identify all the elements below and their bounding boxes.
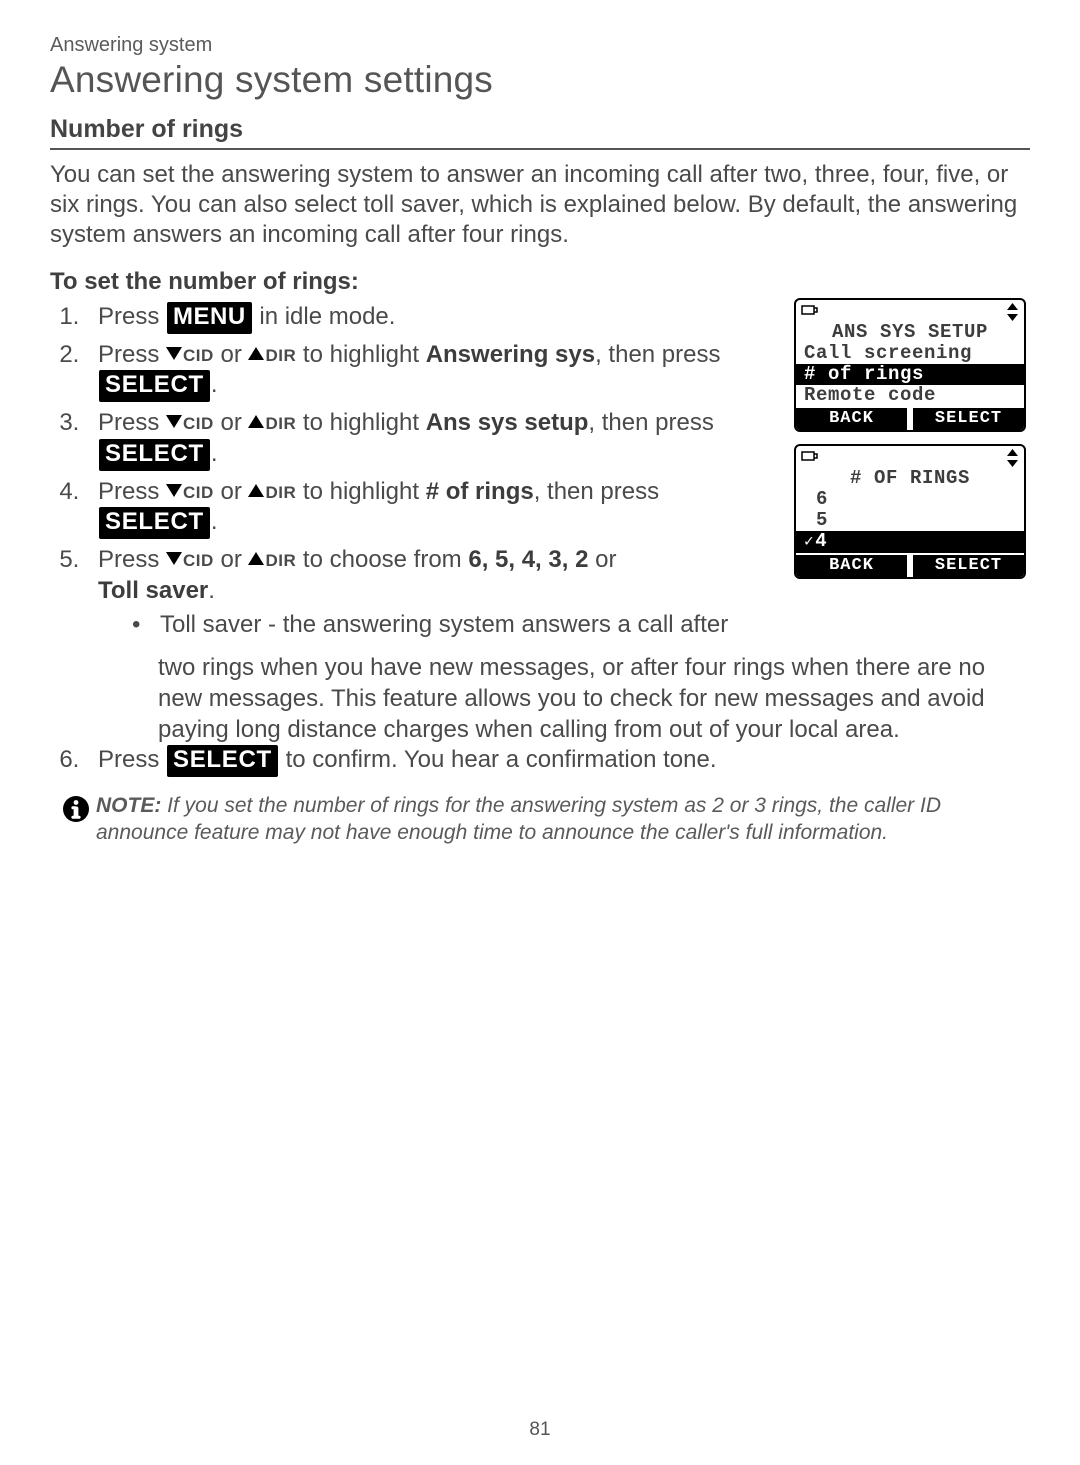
step-4-b: to highlight — [296, 478, 425, 505]
lcd1-row3: # of rings — [796, 364, 1024, 385]
toll-saver-rest: two rings when you have new messages, or… — [158, 653, 1030, 745]
cid-label: CID — [183, 414, 214, 433]
cid-label: CID — [183, 346, 214, 365]
step-5-mid: or — [214, 546, 249, 573]
battery-icon — [801, 303, 818, 317]
dir-label: DIR — [265, 551, 296, 570]
step-3-target: Ans sys setup — [426, 409, 589, 436]
step-2-target: Answering sys — [426, 341, 595, 368]
lcd2-row4: ✓4 — [796, 531, 1024, 553]
period: . — [211, 371, 218, 398]
battery-icon — [801, 449, 818, 463]
step-2-a: Press — [98, 341, 166, 368]
period: . — [211, 440, 218, 467]
step-5-a: Press — [98, 546, 166, 573]
step-4-mid: or — [214, 478, 249, 505]
step-4-c: , then press — [534, 478, 659, 505]
dir-label: DIR — [265, 483, 296, 502]
select-key: SELECT — [99, 370, 210, 402]
lcd2-back: BACK — [796, 555, 907, 577]
lcd2-row4-val: 4 — [815, 530, 827, 552]
step-1: Press MENU in idle mode. — [86, 302, 766, 334]
step-3: Press CID or DIR to highlight Ans sys se… — [86, 408, 766, 470]
page-title: Answering system settings — [50, 59, 1030, 101]
dir-label: DIR — [265, 346, 296, 365]
step-5-nums: 6, 5, 4, 3, 2 — [468, 546, 588, 573]
note-text: NOTE: If you set the number of rings for… — [94, 793, 1030, 847]
step-4-target: # of rings — [426, 478, 534, 505]
period: . — [211, 508, 218, 535]
lcd-screens: ANS SYS SETUP Call screening # of rings … — [794, 298, 1030, 591]
step-1-text-b: in idle mode. — [253, 303, 396, 330]
lcd2-row2: 6 — [796, 489, 1024, 510]
steps-column: Press MENU in idle mode. Press CID or DI… — [50, 302, 766, 647]
dir-label: DIR — [265, 414, 296, 433]
note-body: If you set the number of rings for the a… — [96, 794, 941, 844]
steps-title: To set the number of rings: — [50, 268, 1030, 296]
step-6: Press SELECT to confirm. You hear a conf… — [86, 745, 1030, 777]
updown-icon — [1006, 449, 1019, 467]
updown-icon — [1006, 303, 1019, 321]
step-5-or: or — [588, 546, 616, 573]
triangle-down-icon — [166, 415, 182, 428]
lcd1-select: SELECT — [913, 408, 1024, 430]
step-5-dot: . — [208, 577, 215, 604]
triangle-up-icon — [248, 347, 264, 360]
cid-label: CID — [183, 551, 214, 570]
step-1-text-a: Press — [98, 303, 166, 330]
lcd2-row3: 5 — [796, 510, 1024, 531]
check-icon: ✓ — [804, 532, 814, 553]
lcd1-back: BACK — [796, 408, 907, 430]
triangle-up-icon — [248, 415, 264, 428]
step-2-b: to highlight — [296, 341, 425, 368]
lcd1-row2: Call screening — [796, 343, 1024, 364]
menu-key: MENU — [167, 302, 252, 334]
step-4: Press CID or DIR to highlight # of rings… — [86, 477, 766, 539]
note-label: NOTE: — [96, 794, 161, 817]
step-3-b: to highlight — [296, 409, 425, 436]
breadcrumb: Answering system — [50, 34, 1030, 57]
section-rule — [50, 148, 1030, 150]
page-number: 81 — [0, 1419, 1080, 1441]
step-4-a: Press — [98, 478, 166, 505]
step-3-mid: or — [214, 409, 249, 436]
cid-label: CID — [183, 483, 214, 502]
triangle-up-icon — [248, 552, 264, 565]
step-2-c: , then press — [595, 341, 720, 368]
lcd-screen-2: # OF RINGS 6 5 ✓4 BACK SELECT — [794, 444, 1026, 579]
step-3-a: Press — [98, 409, 166, 436]
lcd2-title: # OF RINGS — [796, 468, 1024, 489]
lcd2-select: SELECT — [913, 555, 1024, 577]
toll-saver-bullet: Toll saver - the answering system answer… — [132, 610, 766, 641]
lcd-screen-1: ANS SYS SETUP Call screening # of rings … — [794, 298, 1026, 432]
select-key: SELECT — [167, 745, 278, 777]
triangle-down-icon — [166, 347, 182, 360]
step-5: Press CID or DIR to choose from 6, 5, 4,… — [86, 545, 766, 641]
triangle-down-icon — [166, 484, 182, 497]
step-6-a: Press — [98, 746, 166, 773]
step-6-b: to confirm. You hear a confirmation tone… — [279, 746, 717, 773]
lcd1-title: ANS SYS SETUP — [796, 322, 1024, 343]
triangle-up-icon — [248, 484, 264, 497]
triangle-down-icon — [166, 552, 182, 565]
intro-paragraph: You can set the answering system to answ… — [50, 160, 1030, 250]
step-5-b: to choose from — [296, 546, 468, 573]
select-key: SELECT — [99, 507, 210, 539]
step-5-nums-val: 6, 5, 4, 3, 2 — [468, 546, 588, 573]
select-key: SELECT — [99, 439, 210, 471]
info-icon — [62, 795, 90, 823]
step-2: Press CID or DIR to highlight Answering … — [86, 340, 766, 402]
lcd1-row4: Remote code — [796, 385, 1024, 406]
step-5-toll: Toll saver — [98, 577, 208, 604]
step-3-c: , then press — [588, 409, 713, 436]
step-2-mid: or — [214, 341, 249, 368]
section-title: Number of rings — [50, 115, 1030, 144]
